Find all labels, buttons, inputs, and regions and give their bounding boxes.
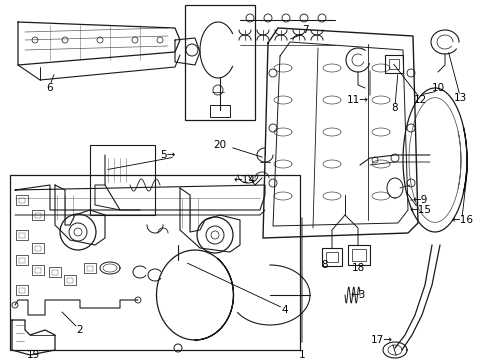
Text: 12: 12 bbox=[412, 95, 426, 105]
Bar bbox=[32, 265, 44, 275]
Text: 10: 10 bbox=[430, 83, 444, 93]
Bar bbox=[384, 55, 402, 73]
Bar bbox=[19, 198, 25, 203]
Text: 6: 6 bbox=[46, 83, 53, 93]
Text: 5→: 5→ bbox=[160, 150, 175, 160]
Text: 8: 8 bbox=[391, 103, 398, 113]
Text: 4: 4 bbox=[281, 305, 288, 315]
Bar bbox=[35, 268, 41, 273]
Bar bbox=[351, 249, 365, 261]
Text: 7: 7 bbox=[301, 25, 307, 35]
Text: ←16: ←16 bbox=[450, 215, 472, 225]
Text: 2: 2 bbox=[77, 325, 83, 335]
Bar bbox=[32, 210, 44, 220]
Bar bbox=[325, 252, 337, 262]
Bar bbox=[388, 59, 398, 69]
Bar bbox=[64, 275, 76, 285]
Bar bbox=[32, 243, 44, 253]
Text: 1: 1 bbox=[298, 350, 305, 360]
Bar bbox=[35, 213, 41, 218]
Bar bbox=[184, 5, 254, 120]
Bar bbox=[16, 230, 28, 240]
Text: 11→: 11→ bbox=[346, 95, 368, 105]
Bar bbox=[16, 255, 28, 265]
Text: ←14: ←14 bbox=[234, 175, 256, 185]
Bar bbox=[87, 266, 93, 271]
Bar bbox=[209, 105, 229, 117]
Text: 20: 20 bbox=[213, 140, 226, 150]
Text: 8: 8 bbox=[321, 260, 327, 270]
Bar bbox=[67, 278, 73, 283]
Text: ←3: ←3 bbox=[349, 290, 365, 300]
Bar bbox=[347, 245, 369, 265]
Bar bbox=[35, 246, 41, 251]
Text: ←15: ←15 bbox=[408, 205, 430, 215]
Bar bbox=[84, 263, 96, 273]
Text: 13: 13 bbox=[452, 93, 466, 103]
Bar bbox=[49, 267, 61, 277]
Bar bbox=[16, 195, 28, 205]
Text: 19: 19 bbox=[26, 350, 40, 360]
Bar bbox=[10, 175, 299, 350]
Bar bbox=[52, 270, 58, 275]
Bar bbox=[16, 285, 28, 295]
Text: ←9: ←9 bbox=[411, 195, 427, 205]
Bar bbox=[321, 248, 341, 266]
Text: 17→: 17→ bbox=[370, 335, 392, 345]
Bar bbox=[19, 233, 25, 238]
Text: 18: 18 bbox=[351, 263, 364, 273]
Bar bbox=[19, 288, 25, 293]
Bar bbox=[90, 145, 155, 215]
Bar bbox=[19, 258, 25, 263]
